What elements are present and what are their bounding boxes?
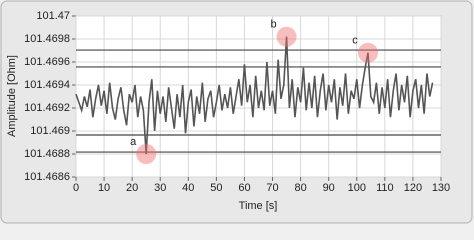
- x-tick-label: 60: [238, 182, 250, 194]
- x-tick-label: 40: [182, 182, 194, 194]
- y-tick-label: 101.4698: [24, 33, 70, 45]
- y-tick-label: 101.4692: [24, 102, 70, 114]
- x-axis-title: Time [s]: [239, 200, 278, 212]
- x-tick-label: 0: [73, 182, 79, 194]
- plot-area: [75, 15, 442, 178]
- y-tick-label: 101.47: [36, 10, 70, 22]
- annotation-label: c: [352, 35, 358, 47]
- x-tick-label: 100: [348, 182, 366, 194]
- x-tick-label: 10: [98, 182, 110, 194]
- x-tick-label: 80: [294, 182, 306, 194]
- annotation-label: a: [130, 136, 137, 148]
- y-tick-label: 101.4694: [24, 79, 70, 91]
- y-axis-title: Amplitude [Ohm]: [6, 55, 18, 137]
- y-tick-label: 101.4688: [24, 148, 70, 160]
- data-line: [75, 36, 434, 155]
- x-tick-label: 50: [210, 182, 222, 194]
- y-tick-label: 101.469: [30, 125, 70, 137]
- x-tick-label: 70: [266, 182, 278, 194]
- y-tick-label: 101.4696: [24, 56, 70, 68]
- x-tick-label: 20: [126, 182, 138, 194]
- chart: Time [s] Amplitude [Ohm] 101.4686 101.468…: [0, 0, 473, 224]
- y-tick-label: 101.4686: [24, 171, 70, 183]
- annotation-marker: [276, 26, 297, 47]
- x-tick-label: 130: [432, 182, 450, 194]
- x-tick-label: 110: [376, 182, 394, 194]
- x-tick-label: 30: [154, 182, 166, 194]
- annotation-marker: [358, 42, 378, 63]
- annotation-label: b: [271, 19, 277, 31]
- x-tick-label: 90: [323, 182, 335, 194]
- annotation-marker: [136, 144, 157, 164]
- x-tick-label: 120: [404, 182, 422, 194]
